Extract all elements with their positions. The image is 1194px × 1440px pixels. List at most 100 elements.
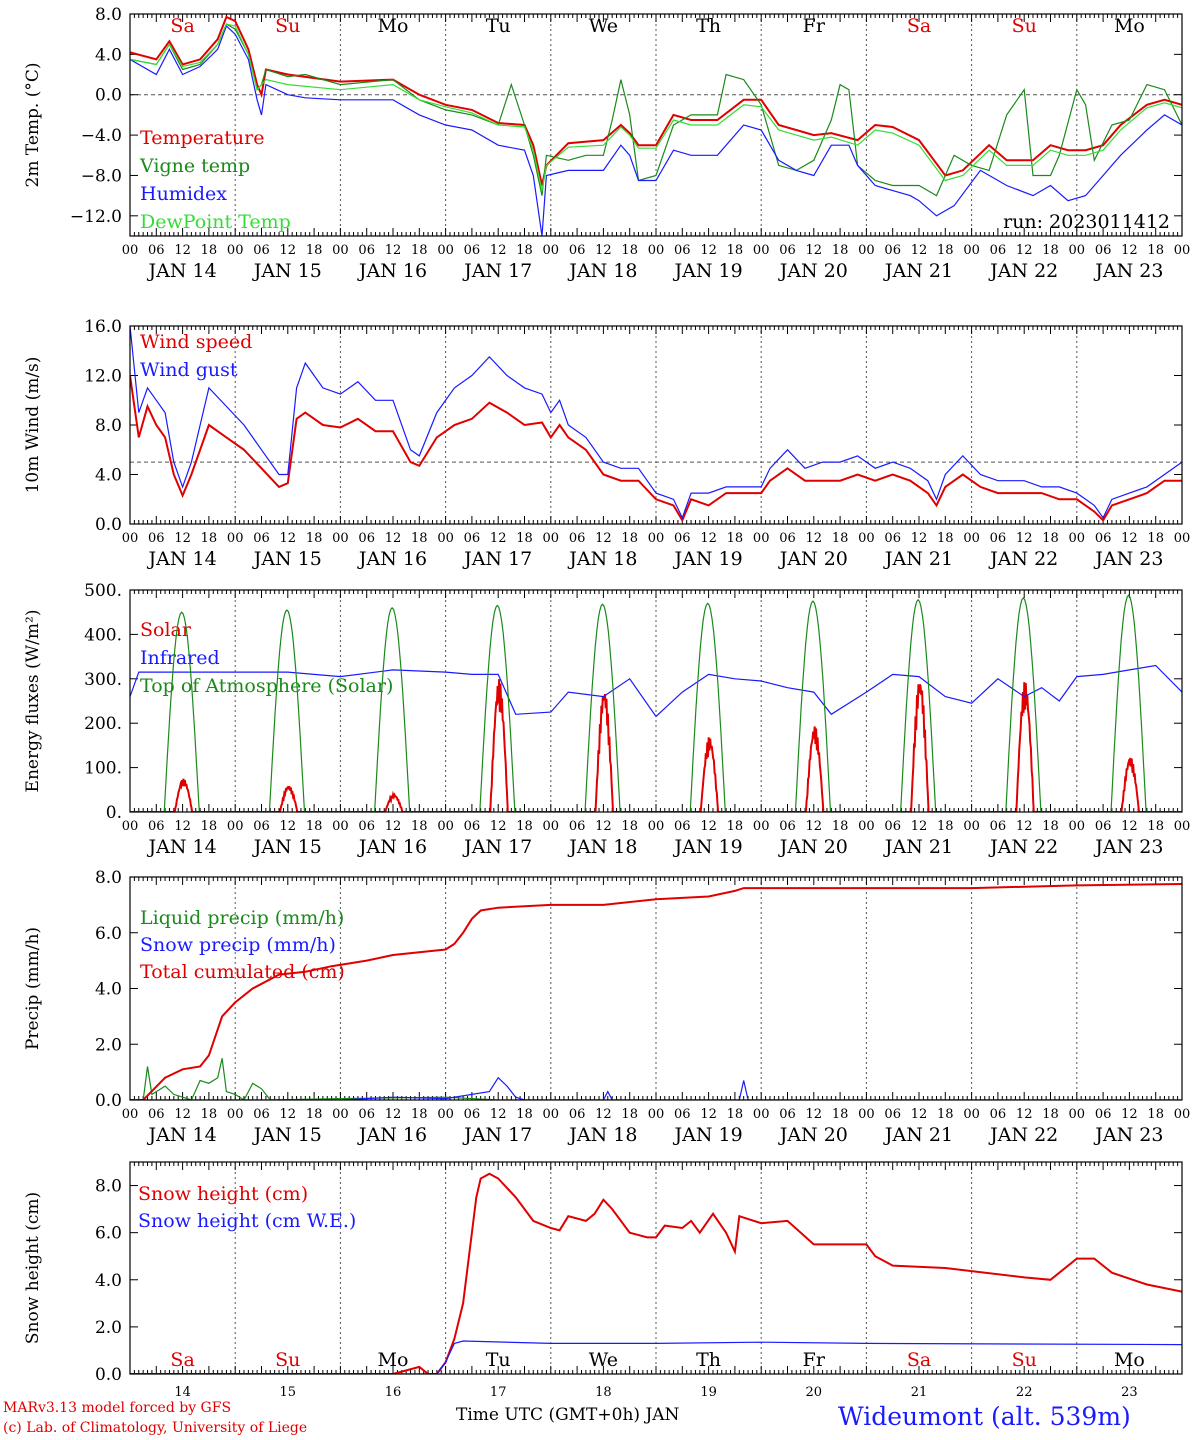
hour-label: 18 xyxy=(832,1107,849,1122)
hour-label: 12 xyxy=(700,243,717,258)
y-tick-label: 4.0 xyxy=(95,466,122,486)
hour-label: 00 xyxy=(963,819,980,834)
hour-label: 00 xyxy=(543,819,560,834)
hour-label: 00 xyxy=(437,531,454,546)
hour-label: 06 xyxy=(990,819,1007,834)
hour-label: 12 xyxy=(385,243,402,258)
date-label: JAN 18 xyxy=(567,836,637,858)
hour-label: 00 xyxy=(437,243,454,258)
legend-wind-gust: Wind gust xyxy=(140,359,238,381)
date-label: JAN 15 xyxy=(252,836,322,858)
y-tick-label: 400. xyxy=(84,625,122,645)
y-axis-label: 2m Temp. (°C) xyxy=(23,62,43,187)
hour-label: 06 xyxy=(884,1107,901,1122)
hour-label: 00 xyxy=(753,531,770,546)
day-name-top: Mo xyxy=(378,15,409,37)
hour-label: 18 xyxy=(937,1107,954,1122)
hour-label: 12 xyxy=(1016,531,1033,546)
hour-label: 06 xyxy=(569,243,586,258)
date-label: JAN 14 xyxy=(147,1124,217,1146)
hour-label: 12 xyxy=(806,1107,823,1122)
hour-label: 18 xyxy=(1147,531,1164,546)
hour-label: 00 xyxy=(648,531,665,546)
day-name-bottom: We xyxy=(589,1349,618,1371)
hour-label: 18 xyxy=(727,531,744,546)
date-label: JAN 20 xyxy=(778,548,848,570)
hour-label: 06 xyxy=(1095,1107,1112,1122)
hour-label: 12 xyxy=(700,1107,717,1122)
day-name-bottom: Mo xyxy=(1114,1349,1145,1371)
hour-label: 06 xyxy=(148,243,165,258)
series-line-total-cumulated-cm- xyxy=(130,883,1182,1100)
plot-frame xyxy=(129,876,1183,1101)
day-name-top: Fr xyxy=(803,15,826,37)
date-label: JAN 23 xyxy=(1093,548,1163,570)
date-label: JAN 22 xyxy=(988,1124,1058,1146)
hour-label: 00 xyxy=(1174,819,1191,834)
y-tick-label: 0. xyxy=(106,803,122,823)
hour-label: 18 xyxy=(516,243,533,258)
date-label: JAN 14 xyxy=(147,548,217,570)
date-label: JAN 21 xyxy=(883,1124,953,1146)
hour-label: 12 xyxy=(1121,243,1138,258)
hour-label: 00 xyxy=(122,1107,139,1122)
hour-label: 12 xyxy=(700,531,717,546)
hour-label: 18 xyxy=(727,243,744,258)
station-name: Wideumont (alt. 539m) xyxy=(838,1402,1131,1431)
y-tick-label: 8.0 xyxy=(95,868,122,888)
series-line-vigne-temp xyxy=(130,23,1182,197)
hour-label: 06 xyxy=(990,531,1007,546)
hour-label: 12 xyxy=(174,819,191,834)
y-tick-label: 6.0 xyxy=(95,1224,122,1244)
hour-label: 18 xyxy=(621,819,638,834)
hour-label: 18 xyxy=(411,819,428,834)
hour-label: 12 xyxy=(174,243,191,258)
hour-label: 12 xyxy=(595,1107,612,1122)
legend-infrared: Infrared xyxy=(140,647,220,669)
day-name-bottom: Fr xyxy=(803,1349,826,1371)
y-axis-label: Snow height (cm) xyxy=(23,1192,43,1344)
hour-label: 18 xyxy=(1042,243,1059,258)
date-label: JAN 18 xyxy=(567,548,637,570)
y-tick-label: 4.0 xyxy=(95,45,122,65)
hour-label: 00 xyxy=(227,1107,244,1122)
date-label: JAN 20 xyxy=(778,1124,848,1146)
hour-label: 06 xyxy=(464,243,481,258)
y-tick-label: 500. xyxy=(84,581,122,601)
y-tick-label: 12.0 xyxy=(84,367,122,387)
hour-label: 06 xyxy=(884,243,901,258)
hour-label: 06 xyxy=(253,1107,270,1122)
date-label: JAN 18 xyxy=(567,1124,637,1146)
hour-label: 18 xyxy=(201,243,218,258)
hour-label: 12 xyxy=(806,531,823,546)
date-label: JAN 16 xyxy=(357,548,427,570)
day-number: 15 xyxy=(280,1385,297,1400)
series-line-snow-height-cm- xyxy=(130,1172,1182,1374)
hour-label: 06 xyxy=(253,243,270,258)
day-name-top: Su xyxy=(275,15,300,37)
hour-label: 12 xyxy=(595,819,612,834)
y-tick-label: 4.0 xyxy=(95,1271,122,1291)
date-label: JAN 22 xyxy=(988,548,1058,570)
date-label: JAN 23 xyxy=(1093,260,1163,282)
legend-snow-height-cm-: Snow height (cm) xyxy=(138,1183,308,1205)
date-label: JAN 19 xyxy=(673,548,743,570)
hour-label: 00 xyxy=(122,819,139,834)
hour-label: 06 xyxy=(1095,243,1112,258)
hour-label: 12 xyxy=(1121,531,1138,546)
hour-label: 12 xyxy=(280,1107,297,1122)
day-name-top: Tu xyxy=(486,15,511,37)
hour-label: 06 xyxy=(148,1107,165,1122)
date-label: JAN 15 xyxy=(252,548,322,570)
hour-label: 00 xyxy=(227,243,244,258)
hour-label: 00 xyxy=(858,243,875,258)
hour-label: 00 xyxy=(858,819,875,834)
date-label: JAN 21 xyxy=(883,260,953,282)
hour-label: 06 xyxy=(569,1107,586,1122)
y-axis-label: 10m Wind (m/s) xyxy=(23,357,43,494)
date-label: JAN 17 xyxy=(462,260,532,282)
y-tick-label: 200. xyxy=(84,714,122,734)
hour-label: 12 xyxy=(806,819,823,834)
hour-label: 18 xyxy=(306,243,323,258)
